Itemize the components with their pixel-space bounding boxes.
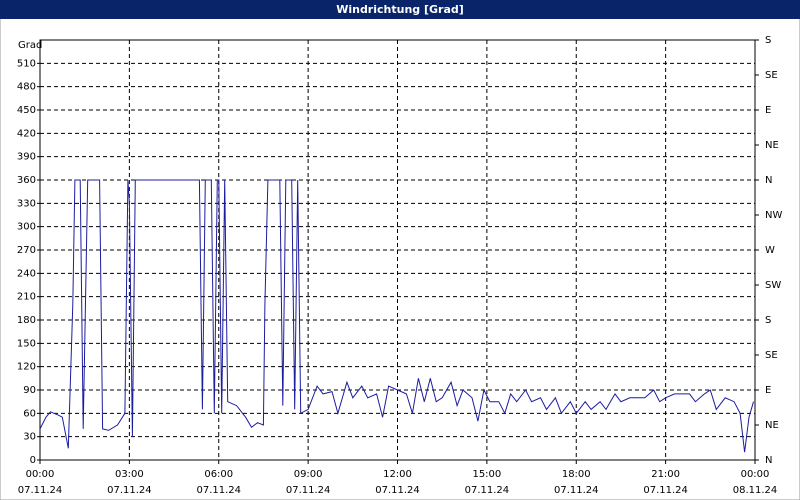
x-tick-label: 18:00 (562, 469, 591, 480)
y-tick-label: 0 (30, 455, 36, 466)
y2-tick-label: NW (765, 210, 782, 221)
y-tick-label: 390 (17, 152, 36, 163)
x-tick-label: 00:00 (26, 469, 55, 480)
y-tick-label: 180 (17, 315, 36, 326)
x-tick-date: 07.11.24 (375, 485, 420, 496)
x-tick-date: 07.11.24 (643, 485, 688, 496)
x-tick-date: 07.11.24 (554, 485, 599, 496)
x-tick-label: 15:00 (472, 469, 501, 480)
y2-tick-label: N (765, 175, 772, 186)
y2-tick-label: E (765, 385, 771, 396)
y2-tick-label: SE (765, 350, 778, 361)
y-tick-label: 450 (17, 105, 36, 116)
y2-tick-label: S (765, 35, 771, 46)
y-tick-label: 420 (17, 128, 36, 139)
x-tick-date: 07.11.24 (107, 485, 152, 496)
x-tick-label: 06:00 (204, 469, 233, 480)
data-line (39, 179, 754, 453)
x-tick-label: 09:00 (294, 469, 323, 480)
y-tick-label: 150 (17, 338, 36, 349)
plot-frame (39, 39, 756, 461)
chart-title: Windrichtung [Grad] (336, 3, 464, 16)
x-tick-date: 07.11.24 (196, 485, 241, 496)
y2-tick-label: NE (765, 420, 779, 431)
y-tick-label: 480 (17, 82, 36, 93)
x-tick-label: 03:00 (115, 469, 144, 480)
title-bar (0, 0, 800, 19)
y2-tick-label: N (765, 455, 772, 466)
x-tick-label: 00:00 (741, 469, 770, 480)
x-tick-label: 21:00 (651, 469, 680, 480)
y-tick-label: 330 (17, 198, 36, 209)
y-tick-label: 120 (17, 362, 36, 373)
y2-tick-label: SE (765, 70, 778, 81)
y-tick-label: 270 (17, 245, 36, 256)
y-tick-label: 240 (17, 268, 36, 279)
x-tick-date: 07.11.24 (465, 485, 510, 496)
y-tick-label: 90 (23, 385, 36, 396)
y-tick-label: 510 (17, 58, 36, 69)
y-tick-label: 300 (17, 222, 36, 233)
x-tick-date: 08.11.24 (733, 485, 778, 496)
y-axis-label: Grad (18, 40, 42, 51)
y-tick-label: 60 (23, 408, 36, 419)
y2-tick-label: SW (765, 280, 781, 291)
x-tick-label: 12:00 (383, 469, 412, 480)
x-tick-date: 07.11.24 (286, 485, 331, 496)
y2-tick-label: W (765, 245, 775, 256)
y-tick-label: 360 (17, 175, 36, 186)
x-tick-date: 07.11.24 (18, 485, 63, 496)
y2-tick-label: S (765, 315, 771, 326)
y-tick-label: 30 (23, 432, 36, 443)
y2-tick-label: E (765, 105, 771, 116)
y2-tick-label: NE (765, 140, 779, 151)
y-tick-label: 210 (17, 292, 36, 303)
